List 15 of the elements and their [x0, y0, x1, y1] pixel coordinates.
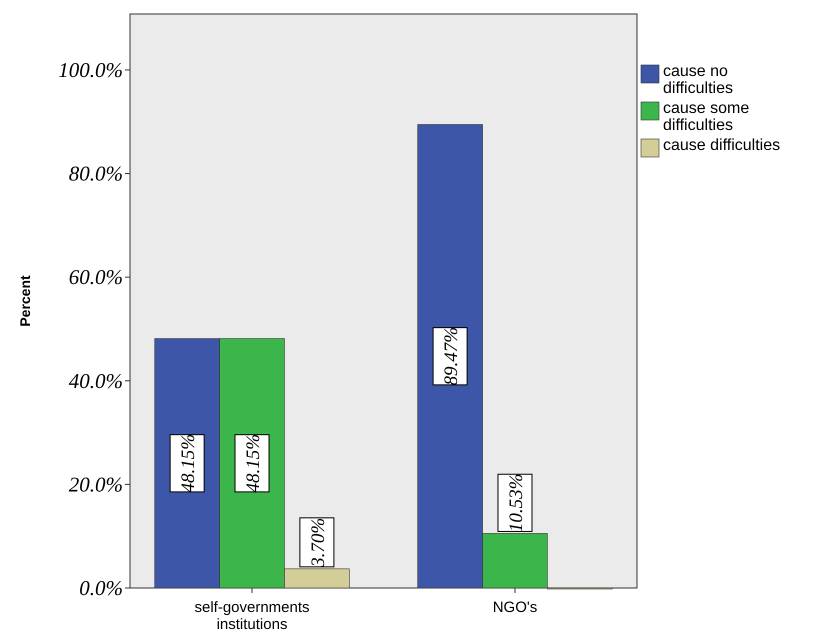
- x-tick-label: NGO's: [492, 599, 538, 616]
- y-axis-title: Percent: [17, 274, 33, 327]
- data-label: 10.53%: [506, 474, 527, 532]
- data-label: 48.15%: [178, 434, 200, 493]
- y-tick-label: 40.0%: [68, 368, 123, 393]
- data-label: 3.70%: [308, 518, 329, 568]
- y-tick-label: 80.0%: [68, 162, 123, 186]
- data-label: 89.47%: [441, 326, 462, 386]
- y-tick-label: 100.0%: [58, 58, 123, 82]
- x-tick-label: self-governments institutions: [194, 599, 310, 633]
- legend-label: cause difficulties: [663, 137, 780, 154]
- data-label: 48.15%: [243, 434, 264, 493]
- y-tick-label: 20.0%: [68, 472, 123, 496]
- y-tick-label: 60.0%: [68, 265, 123, 290]
- y-tick-label: 0.0%: [79, 576, 123, 600]
